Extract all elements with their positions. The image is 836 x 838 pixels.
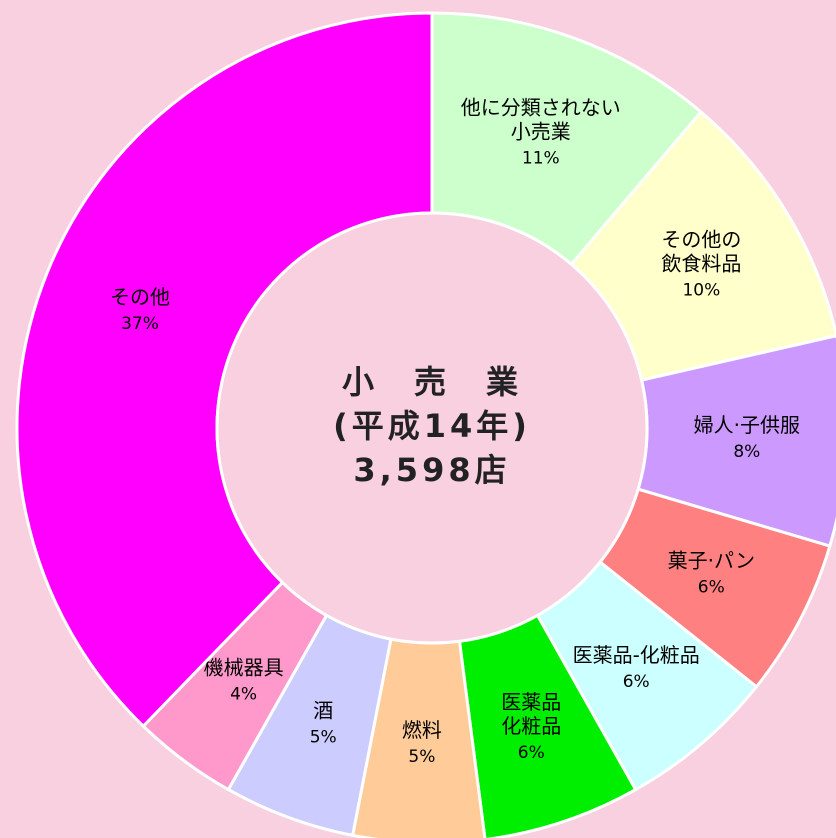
text-line: 小売業 [511,119,571,143]
segment-label: その他の飲食料品 [661,227,741,275]
value-label: 5% [310,728,337,748]
text-line: 医薬品-化粧品 [573,642,700,666]
value-label: 37% [121,314,159,334]
segment-label: 婦人·子供服 [694,413,800,437]
text-line: 菓子·パン [668,548,755,572]
text-line: 燃料 [402,717,442,741]
center-label: (平成14年) [333,407,531,445]
segment-label: 酒 [313,698,333,722]
text-line: その他 [110,284,170,308]
value-label: 11% [522,148,560,168]
value-label: 8% [733,442,760,462]
segment-label: 燃料 [402,717,442,741]
text-line: 酒 [313,698,333,722]
value-label: 6% [698,578,725,598]
text-line: その他の [661,227,741,251]
segment-label: 医薬品-化粧品 [573,642,700,666]
value-label: 4% [230,684,257,704]
text-line: 機械器具 [204,655,284,679]
value-label: 10% [682,281,720,301]
text-line: 化粧品 [501,713,561,737]
center-label: 3,598店 [353,451,510,489]
segment-label: 機械器具 [204,655,284,679]
segment-label: 医薬品化粧品 [501,689,561,737]
segment-label: 他に分類されない小売業 [461,95,621,143]
value-label: 6% [623,672,650,692]
value-label: 6% [518,743,545,763]
donut-hole [215,211,649,645]
value-label: 5% [408,747,435,767]
text-line: 医薬品 [501,689,561,713]
segment-label: その他 [110,284,170,308]
text-line: 飲食料品 [661,251,741,275]
center-label: 小 売 業 [342,363,522,401]
segment-label: 菓子·パン [668,548,755,572]
text-line: 他に分類されない [461,95,621,119]
text-line: 婦人·子供服 [694,413,800,437]
